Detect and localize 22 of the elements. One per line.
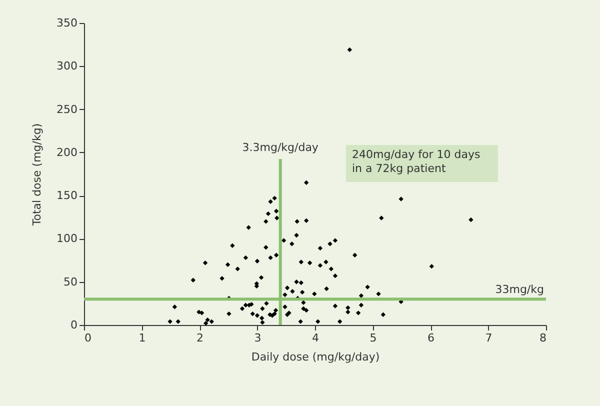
- ref-line-label: 3.3mg/kg/day: [242, 141, 319, 154]
- x-tick-label: 3: [254, 332, 262, 344]
- x-tick-label: 5: [370, 332, 377, 344]
- x-axis-title: Daily dose (mg/kg/day): [251, 350, 380, 364]
- y-tick-label: 0: [70, 318, 78, 332]
- x-tick-label: 7: [485, 332, 492, 344]
- annotation: 240mg/day for 10 days in a 72kg patient: [352, 148, 480, 175]
- y-tick-label: 300: [56, 60, 78, 73]
- x-tick-label: 1: [138, 332, 146, 344]
- y-axis-title: Total dose (mg/kg): [30, 123, 44, 227]
- y-tick-label: 250: [56, 102, 78, 116]
- x-tick-label: 4: [312, 332, 319, 344]
- y-tick-label: 50: [64, 275, 78, 288]
- y-tick-label: 150: [56, 189, 78, 202]
- x-tick-label: 8: [540, 332, 546, 344]
- x-tick-label: 6: [428, 332, 434, 344]
- y-tick-label: 100: [56, 232, 78, 246]
- y-tick-label: 350: [56, 16, 78, 30]
- y-tick-label: 200: [56, 146, 78, 159]
- x-tick-label: 0: [84, 332, 92, 344]
- x-tick-label: 2: [196, 332, 204, 344]
- ref-line-label: 33mg/kg: [495, 283, 544, 296]
